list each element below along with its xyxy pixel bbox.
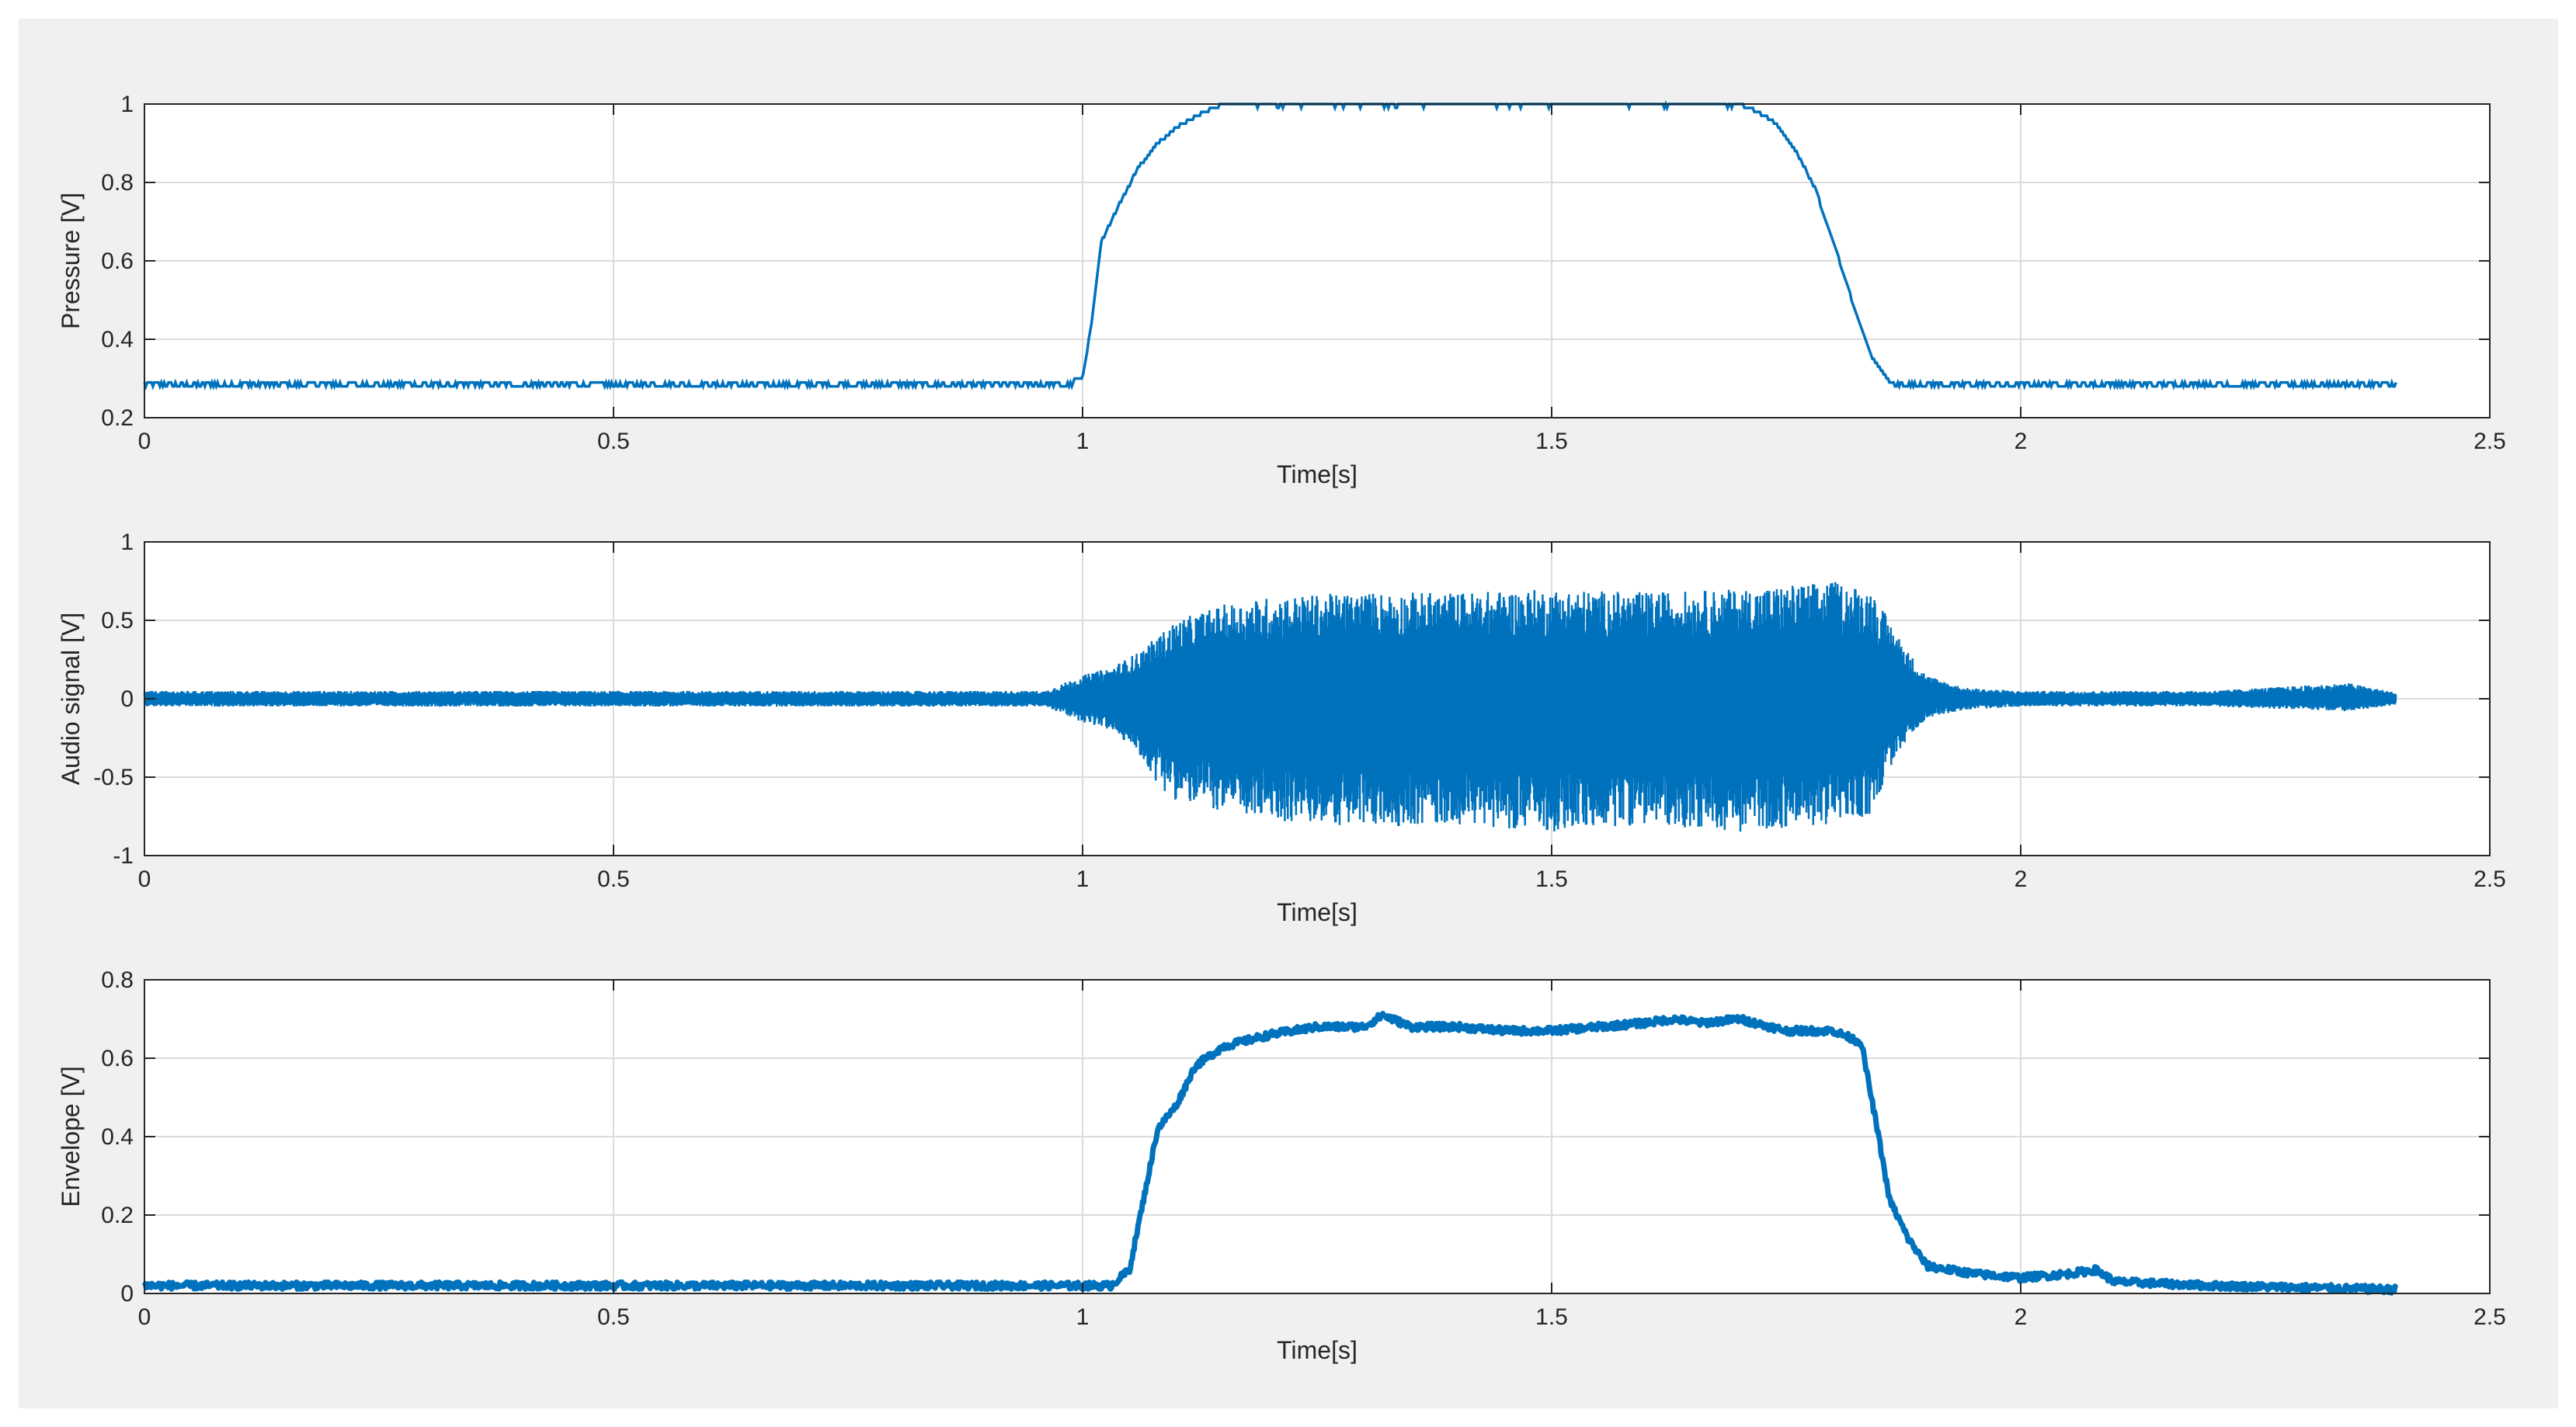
audio-x-tick-label: 0: [138, 866, 151, 892]
envelope-axes: 0 0.5 1 1.5 2 2.5 0 0.2 0.4 0.6 0.8 Time[s] Envelope…: [57, 967, 2506, 1364]
audio-x-tick-label: 1.5: [1535, 866, 1568, 892]
pressure-x-tick-label: 1: [1076, 429, 1090, 454]
audio-x-tick-label: 2: [2015, 866, 2028, 892]
pressure-x-tick-label: 2: [2015, 429, 2028, 454]
pressure-x-tick-label: 0.5: [597, 429, 630, 454]
audio-x-tick-label: 2.5: [2473, 866, 2506, 892]
pressure-x-axis-label: Time[s]: [1277, 460, 1358, 488]
pressure-y-tick-label: 1: [120, 92, 134, 117]
audio-y-tick-label: 0.5: [101, 608, 134, 634]
envelope-x-tick-label: 1.5: [1535, 1304, 1568, 1330]
pressure-x-tick-label: 0: [138, 429, 151, 454]
envelope-x-tick-label: 0.5: [597, 1304, 630, 1330]
audio-y-axis-label: Audio signal [V]: [57, 613, 85, 785]
envelope-y-tick-label: 0.4: [101, 1124, 134, 1150]
pressure-y-axis-label: Pressure [V]: [57, 193, 85, 329]
audio-axes: 0 0.5 1 1.5 2 2.5 -1 -0.5 0 0.5 1 Time[s] Audio sign…: [57, 529, 2506, 926]
pressure-y-tick-label: 0.2: [101, 405, 134, 431]
pressure-x-tick-label: 1.5: [1535, 429, 1568, 454]
envelope-x-axis-label: Time[s]: [1277, 1336, 1358, 1364]
pressure-y-tick-label: 0.8: [101, 170, 134, 196]
audio-x-axis-label: Time[s]: [1277, 898, 1358, 926]
envelope-series-line: [141, 1010, 2399, 1296]
pressure-x-tick-label: 2.5: [2473, 429, 2506, 454]
envelope-x-tick-label: 2.5: [2473, 1304, 2506, 1330]
envelope-y-tick-label: 0.8: [101, 967, 134, 993]
envelope-x-tick-label: 2: [2015, 1304, 2028, 1330]
envelope-y-tick-label: 0: [120, 1281, 134, 1307]
audio-y-tick-label: -1: [113, 843, 134, 869]
envelope-y-axis-label: Envelope [V]: [57, 1066, 85, 1207]
audio-x-tick-label: 0.5: [597, 866, 630, 892]
audio-series-line: [143, 582, 2397, 832]
audio-y-tick-label: 1: [120, 529, 134, 555]
pressure-axes: 0 0.5 1 1.5 2 2.5 0.2 0.4 0.6 0.8 1 Time[s] Pressure…: [57, 92, 2506, 488]
envelope-x-tick-label: 0: [138, 1304, 151, 1330]
audio-y-tick-label: -0.5: [93, 765, 134, 790]
audio-y-tick-label: 0: [120, 686, 134, 712]
audio-x-tick-label: 1: [1076, 866, 1090, 892]
envelope-y-tick-label: 0.2: [101, 1203, 134, 1228]
pressure-y-tick-label: 0.4: [101, 327, 134, 352]
pressure-y-tick-label: 0.6: [101, 248, 134, 274]
envelope-x-tick-label: 1: [1076, 1304, 1090, 1330]
envelope-y-tick-label: 0.6: [101, 1046, 134, 1071]
